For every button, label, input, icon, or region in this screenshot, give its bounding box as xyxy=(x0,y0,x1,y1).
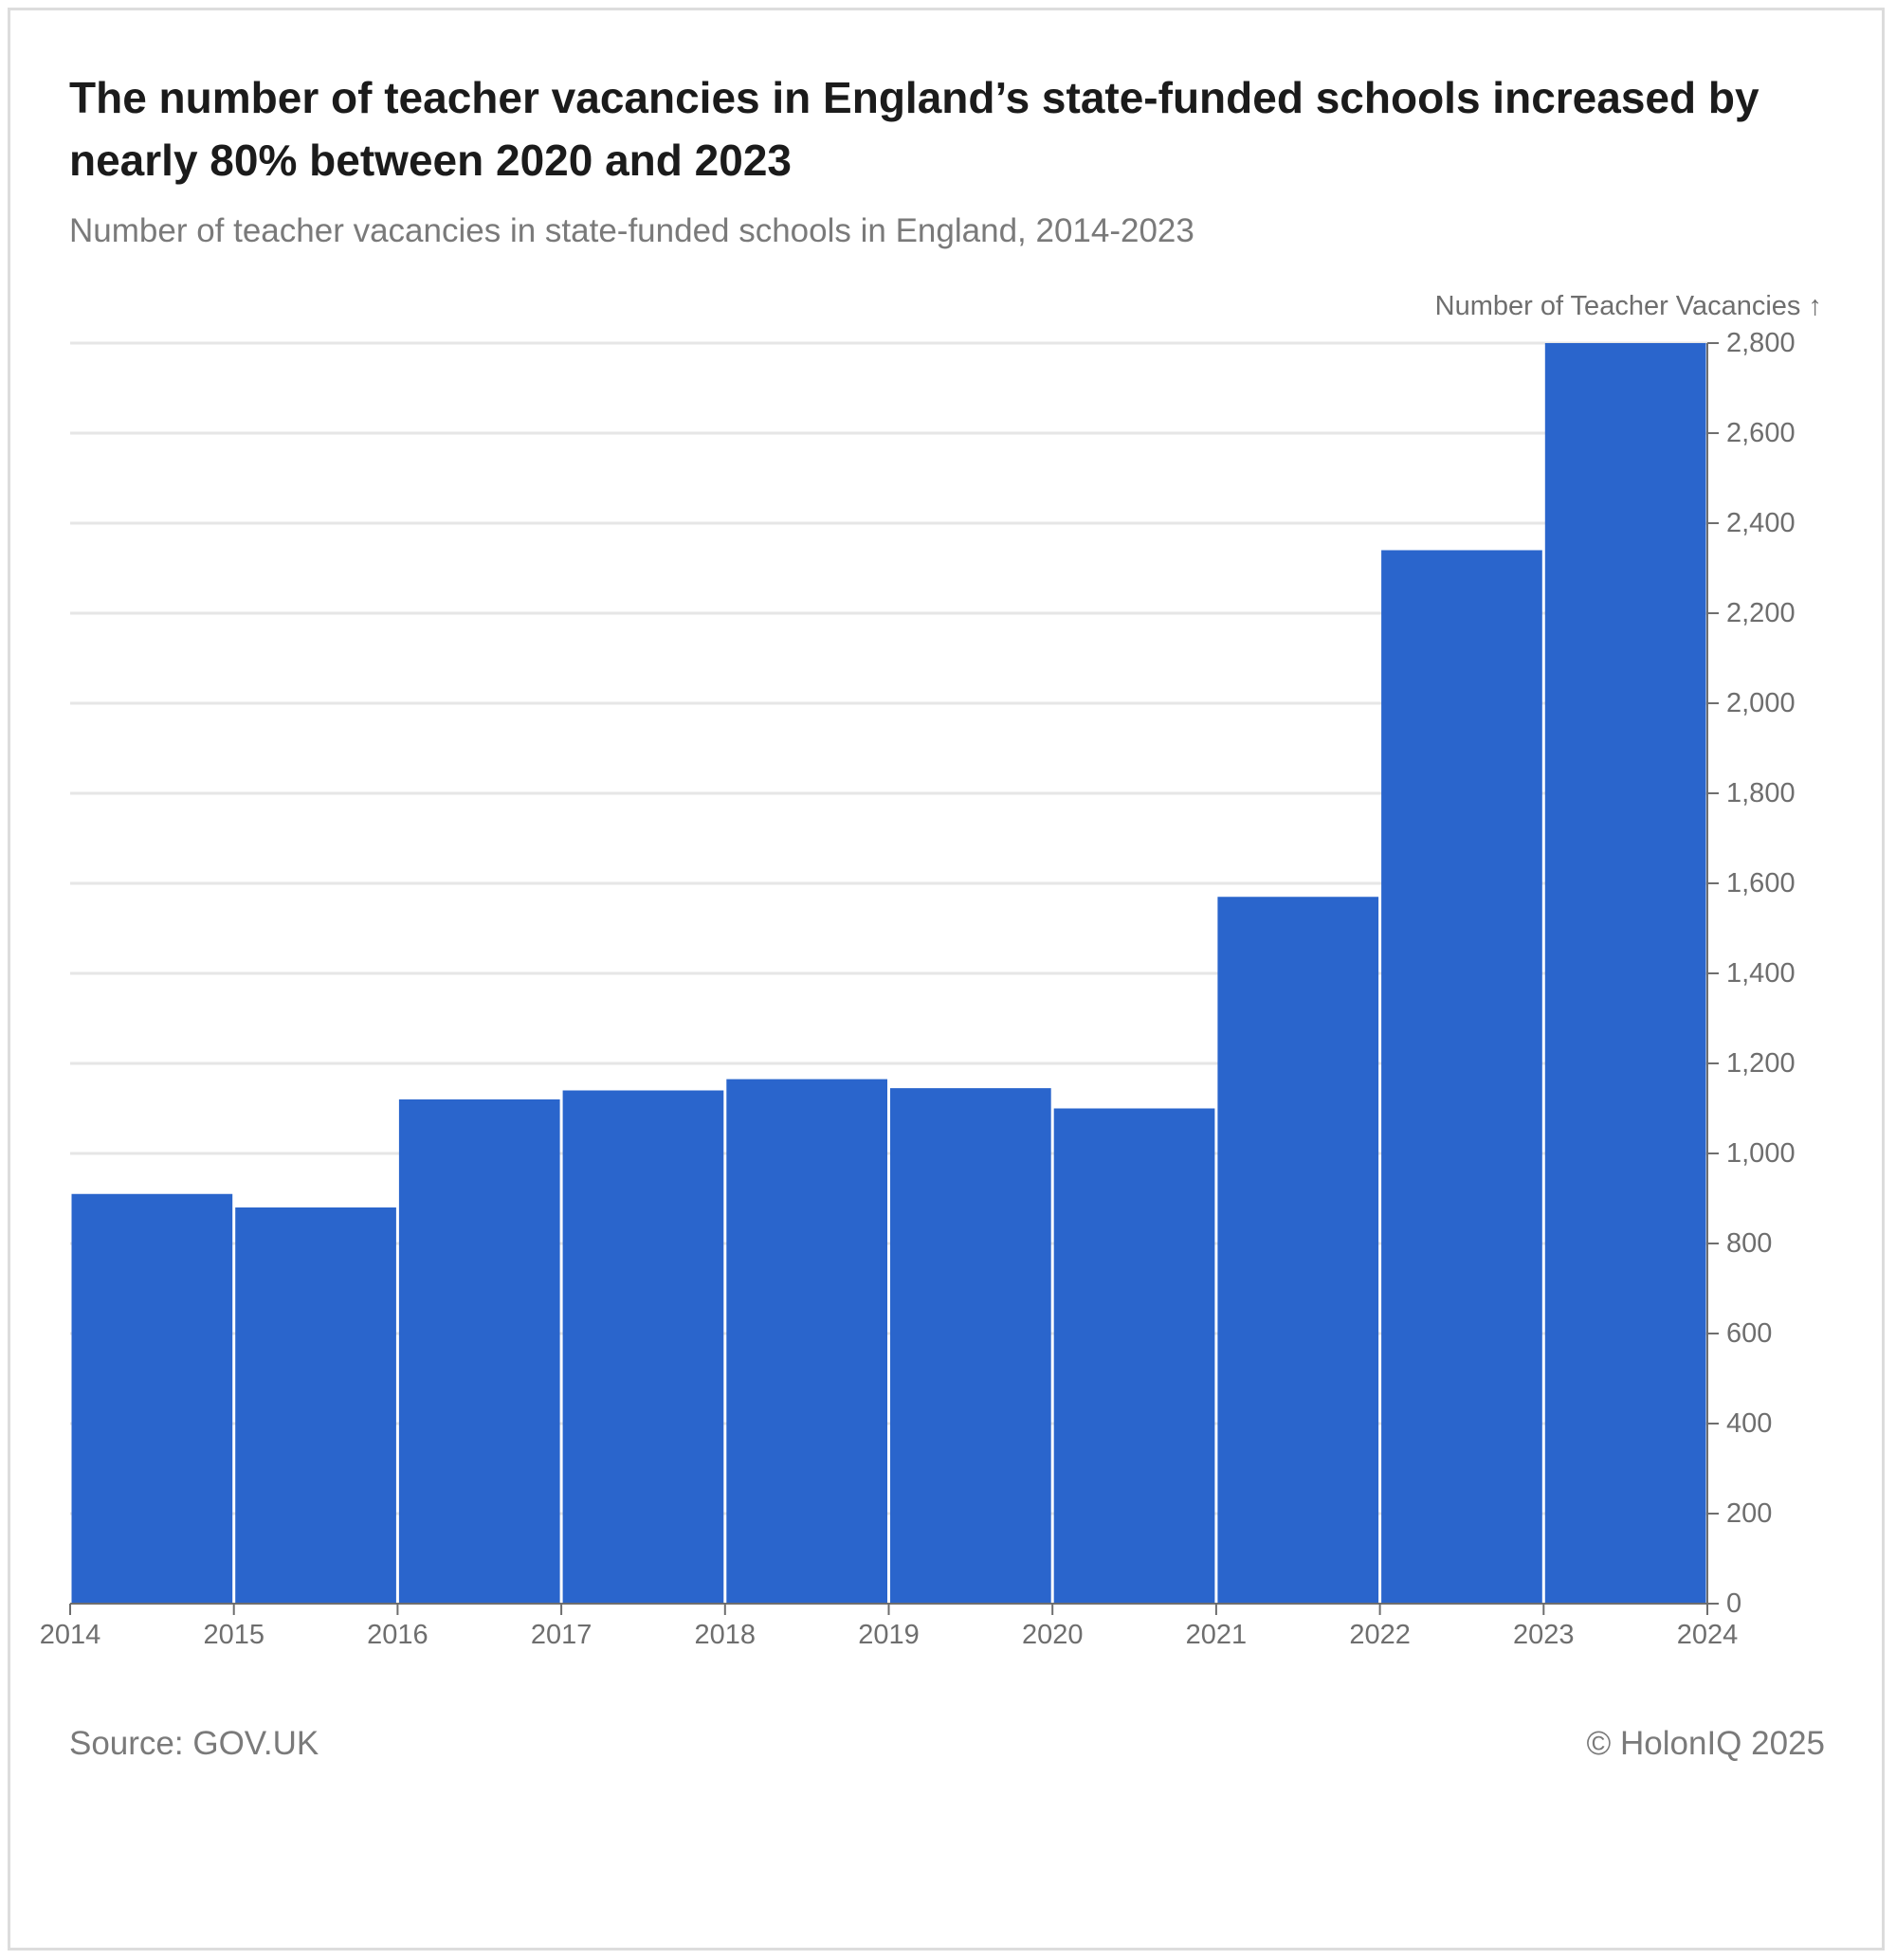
x-tick-label: 2016 xyxy=(367,1620,428,1650)
x-tick-label: 2023 xyxy=(1513,1620,1575,1650)
chart-title: The number of teacher vacancies in Engla… xyxy=(69,73,1759,185)
bar-2022 xyxy=(1381,550,1542,1604)
y-tick-label: 1,600 xyxy=(1726,868,1796,898)
bar-2021 xyxy=(1217,897,1379,1604)
y-axis-title: Number of Teacher Vacancies ↑ xyxy=(1435,291,1822,321)
y-tick-label: 0 xyxy=(1726,1588,1741,1619)
y-tick-label: 1,400 xyxy=(1726,958,1796,989)
y-tick-label: 2,200 xyxy=(1726,598,1796,628)
x-tick-label: 2022 xyxy=(1349,1620,1411,1650)
bar-2018 xyxy=(726,1079,887,1604)
y-tick-label: 2,600 xyxy=(1726,418,1796,448)
y-tick-label: 1,800 xyxy=(1726,778,1796,808)
y-tick-label: 2,400 xyxy=(1726,508,1796,538)
bar-2014 xyxy=(71,1193,233,1604)
y-tick-label: 1,200 xyxy=(1726,1048,1796,1079)
bar-2015 xyxy=(235,1207,396,1604)
bar-2017 xyxy=(562,1090,724,1604)
copyright-credit: © HolonIQ 2025 xyxy=(1586,1725,1826,1762)
y-tick-label: 2,800 xyxy=(1726,328,1796,358)
bar-2019 xyxy=(890,1088,1051,1604)
source-note: Source: GOV.UK xyxy=(69,1725,319,1762)
chart-subtitle: Number of teacher vacancies in state-fun… xyxy=(69,212,1194,249)
bar-2016 xyxy=(398,1099,560,1604)
axes: 0 200 400 600 800 1,000 1,200 1,400 1,600 1,800 2,… xyxy=(40,328,1796,1650)
x-tick-label: 2014 xyxy=(40,1620,101,1650)
y-tick-label: 400 xyxy=(1726,1408,1772,1439)
y-tick-label: 800 xyxy=(1726,1228,1772,1259)
x-tick-label: 2018 xyxy=(695,1620,757,1650)
bars xyxy=(71,343,1706,1604)
y-tick-label: 200 xyxy=(1726,1498,1772,1529)
x-tick-label: 2024 xyxy=(1677,1620,1739,1650)
y-tick-label: 1,000 xyxy=(1726,1138,1796,1169)
x-tick-label: 2021 xyxy=(1186,1620,1248,1650)
bar-2023 xyxy=(1544,343,1706,1604)
x-tick-label: 2020 xyxy=(1022,1620,1084,1650)
x-tick-label: 2019 xyxy=(858,1620,920,1650)
y-tick-label: 2,000 xyxy=(1726,688,1796,718)
bar-2020 xyxy=(1053,1108,1215,1604)
y-tick-label: 600 xyxy=(1726,1318,1772,1349)
x-tick-label: 2017 xyxy=(531,1620,592,1650)
x-tick-label: 2015 xyxy=(203,1620,264,1650)
